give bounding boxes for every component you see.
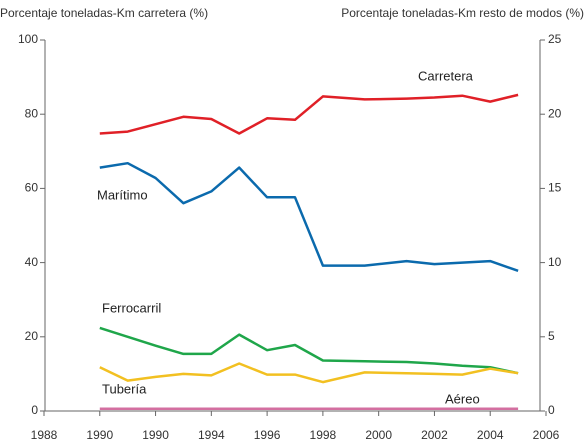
series-label: Carretera	[418, 68, 474, 83]
series-line	[99, 326, 519, 375]
y2-tick-label: 10	[548, 255, 562, 269]
series-label: Tubería	[102, 381, 147, 396]
y-axis-title: Porcentaje toneladas-Km carretera (%)	[0, 6, 208, 20]
y2-tick-label: 15	[548, 181, 562, 195]
series-line	[99, 362, 519, 384]
x-tick-label: 1998	[310, 428, 337, 442]
y-tick-label: 80	[25, 106, 39, 120]
y2-tick-label: 20	[548, 106, 562, 120]
y-tick-label: 20	[25, 329, 39, 343]
x-tick-label: 1996	[254, 428, 281, 442]
y2-tick-label: 5	[548, 329, 555, 343]
y2-tick-label: 25	[548, 32, 562, 46]
y-tick-label: 0	[31, 403, 38, 417]
y-tick-label: 60	[25, 181, 39, 195]
series-line	[99, 161, 519, 272]
x-tick-label: 1988	[31, 428, 58, 442]
y2-tick-label: 0	[548, 403, 555, 417]
series-label: Ferrocarril	[102, 300, 161, 315]
y2-axis-title: Porcentaje toneladas-Km resto de modos (…	[341, 6, 584, 20]
x-tick-label: 1990	[86, 428, 113, 442]
x-tick-label: 2000	[365, 428, 392, 442]
series-label: Marítimo	[97, 187, 148, 202]
x-tick-label: 2002	[421, 428, 448, 442]
x-tick-label: 2006	[533, 428, 560, 442]
series-line	[99, 93, 519, 135]
x-tick-label: 1994	[198, 428, 225, 442]
x-tick-label: 2004	[477, 428, 504, 442]
x-tick-label: 1990	[142, 428, 169, 442]
series-label: Aéreo	[445, 391, 480, 406]
y-tick-label: 40	[25, 255, 39, 269]
y-tick-label: 100	[18, 32, 38, 46]
